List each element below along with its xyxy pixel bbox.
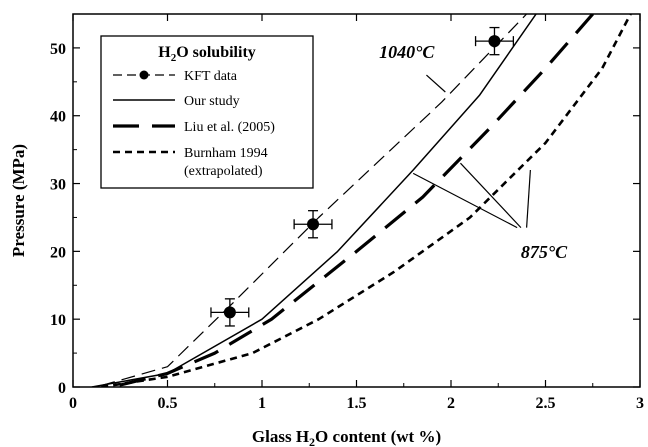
legend-entry-label: Burnham 1994 xyxy=(184,146,268,161)
x-tick-label: 2 xyxy=(447,395,455,412)
y-axis-title: Pressure (MPa) xyxy=(9,144,28,257)
legend-title: H2O solubility xyxy=(158,44,256,64)
series-line-burnham-1994 xyxy=(101,14,632,387)
legend-box xyxy=(100,35,314,189)
legend-entry-label: KFT data xyxy=(184,69,238,84)
x-tick-label: 3 xyxy=(636,395,644,412)
x-axis-title: Glass H2O content (wt %) xyxy=(252,427,441,447)
y-tick-label: 10 xyxy=(50,312,66,329)
kft-data-point xyxy=(488,35,501,48)
y-tick-label: 30 xyxy=(50,177,66,194)
series-line-kft-1040 xyxy=(101,14,528,387)
legend-swatch-marker xyxy=(139,70,149,80)
y-tick-label: 50 xyxy=(50,41,66,58)
x-tick-label: 1 xyxy=(258,395,266,412)
annotation-875C-leader xyxy=(526,169,531,228)
kft-data-point xyxy=(307,218,320,231)
legend-entry-label-line2: (extrapolated) xyxy=(184,164,263,179)
kft-data-point xyxy=(223,306,236,319)
annotation-1040C: 1040°C xyxy=(379,42,435,62)
x-tick-label: 0 xyxy=(69,395,77,412)
y-tick-label: 20 xyxy=(50,244,66,261)
legend-entry-label: Liu et al. (2005) xyxy=(184,120,275,135)
x-tick-label: 2.5 xyxy=(536,395,556,412)
annotation-875C-leader xyxy=(412,172,518,229)
x-tick-label: 1.5 xyxy=(347,395,367,412)
annotation-1040C-leader xyxy=(426,74,446,93)
annotation-875C-leader xyxy=(460,162,522,229)
annotation-875C: 875°C xyxy=(521,242,568,262)
y-tick-label: 40 xyxy=(50,109,66,126)
x-tick-label: 0.5 xyxy=(158,395,178,412)
series-line-liu-2005 xyxy=(119,14,595,387)
y-tick-label: 0 xyxy=(58,380,66,397)
legend-entry-label: Our study xyxy=(184,94,240,109)
